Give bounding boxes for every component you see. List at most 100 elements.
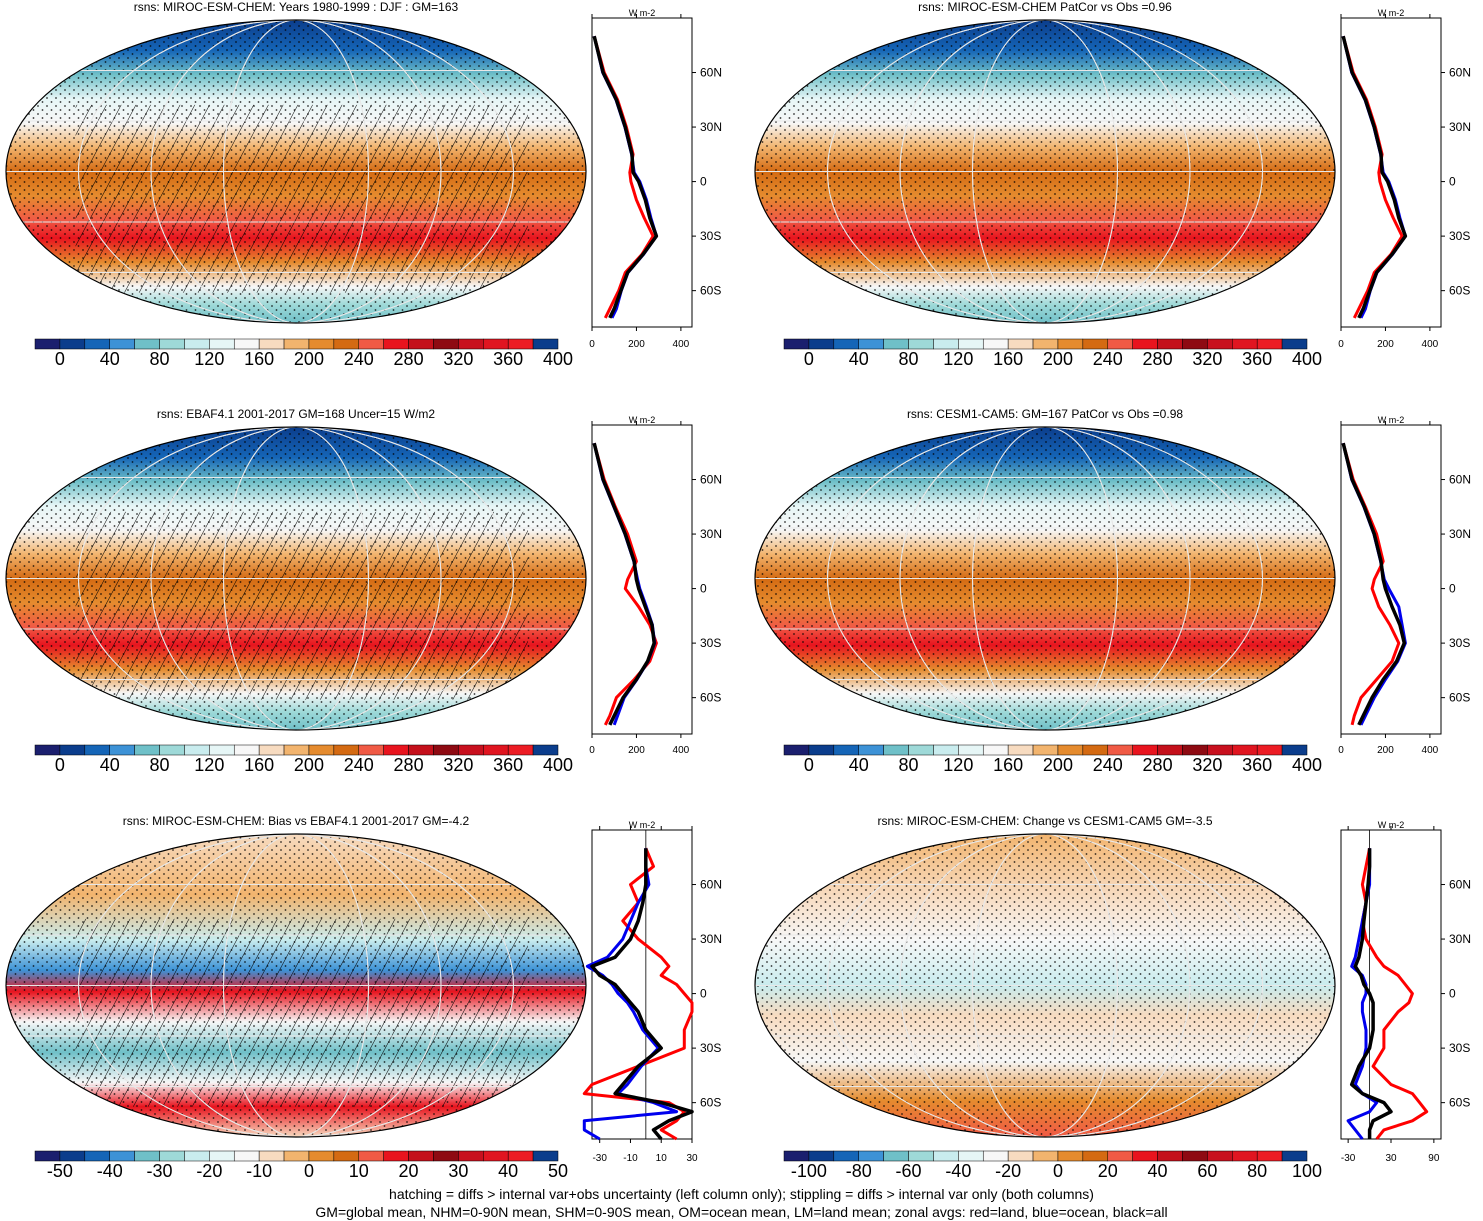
- map: [755, 427, 1335, 730]
- panel-3: rsns: EBAF4.1 2001-2017 GM=168 Uncer=15 …: [5, 407, 722, 775]
- colorbar-swatch: [1007, 1150, 1034, 1162]
- zonal-lat-tick-label: 60N: [700, 66, 722, 80]
- zonal-x-tick-label: 0: [1338, 745, 1344, 756]
- colorbar-swatch: [59, 744, 86, 756]
- zonal-lat-tick-label: 0: [700, 582, 707, 596]
- colorbar-swatch: [458, 744, 484, 756]
- colorbar-swatch: [933, 744, 959, 756]
- colorbar-swatch: [1032, 338, 1059, 350]
- zonal-x-tick-label: -10: [623, 1153, 638, 1164]
- colorbar-swatch: [908, 1150, 934, 1162]
- zonal-unit-label: W m-2: [629, 8, 656, 18]
- map-outline: [754, 426, 1336, 731]
- zonal-lat-tick-label: 60N: [1449, 878, 1471, 892]
- colorbar-swatch: [84, 1150, 110, 1162]
- colorbar-tick-label: 120: [943, 755, 973, 775]
- colorbar-tick-label: 40: [100, 755, 120, 775]
- colorbar-tick-label: 30: [448, 1161, 468, 1181]
- zonal-lat-tick-label: 60S: [1449, 1096, 1470, 1110]
- colorbar-swatch: [933, 1150, 959, 1162]
- colorbar-tick-label: 240: [1093, 349, 1123, 369]
- colorbar-swatch: [808, 1150, 835, 1162]
- zonal-x-tick-label: 90: [1428, 1153, 1440, 1164]
- colorbar-swatch: [184, 338, 210, 350]
- colorbar-tick-label: -80: [846, 1161, 872, 1181]
- colorbar-swatch: [883, 744, 909, 756]
- colorbar-swatch: [84, 744, 110, 756]
- colorbar-swatch: [433, 1150, 459, 1162]
- zonal-x-tick-label: 0: [1338, 339, 1344, 350]
- footer-line-1: hatching = diffs > internal var+obs unce…: [389, 1186, 1094, 1202]
- zonal-x-tick-label: 200: [1377, 745, 1394, 756]
- colorbar-swatch: [1057, 744, 1084, 756]
- zonal-lat-tick-label: 30S: [1449, 1041, 1470, 1055]
- colorbar-swatch: [1107, 744, 1133, 756]
- colorbar-swatch: [59, 338, 86, 350]
- colorbar-swatch: [1232, 338, 1258, 350]
- colorbar: 0 40 80 120 160 200 240 280 320 360 400: [34, 744, 573, 775]
- colorbar-tick-label: 240: [1093, 755, 1123, 775]
- colorbar-swatch: [783, 338, 810, 350]
- colorbar-swatch: [34, 338, 61, 350]
- colorbar-swatch: [109, 338, 135, 350]
- colorbar-tick-label: 280: [394, 755, 424, 775]
- colorbar-swatch: [958, 338, 984, 350]
- colorbar-swatch: [958, 744, 984, 756]
- colorbar-swatch: [258, 1150, 285, 1162]
- colorbar-tick-label: 240: [344, 349, 374, 369]
- colorbar-swatch: [383, 744, 409, 756]
- zonal-line-all: [592, 35, 659, 319]
- colorbar-swatch: [333, 1150, 360, 1162]
- zonal-mean-plot: W m-2 0 200 400 60N 30N 0 30S 60S: [589, 415, 722, 756]
- footer-line-2: GM=global mean, NHM=0-90N mean, SHM=0-90…: [315, 1204, 1168, 1220]
- zonal-x-tick-label: 30: [686, 1153, 698, 1164]
- colorbar-tick-label: -60: [896, 1161, 922, 1181]
- map-outline: [5, 19, 587, 324]
- colorbar-tick-label: 40: [849, 349, 869, 369]
- colorbar-swatch: [1182, 1150, 1208, 1162]
- colorbar-swatch: [209, 744, 235, 756]
- zonal-unit-label: W m-2: [629, 820, 656, 830]
- colorbar-swatch: [783, 744, 810, 756]
- colorbar-tick-label: 0: [804, 349, 814, 369]
- colorbar-tick-label: -50: [47, 1161, 73, 1181]
- colorbar-swatch: [258, 744, 285, 756]
- colorbar-tick-label: 320: [443, 755, 473, 775]
- colorbar-swatch: [134, 744, 160, 756]
- colorbar-swatch: [408, 338, 434, 350]
- colorbar-swatch: [209, 338, 235, 350]
- zonal-mean-plot: W m-2 -30 30 90 60N 30N 0 30S 60S: [1340, 820, 1471, 1164]
- colorbar-swatch: [783, 1150, 810, 1162]
- map-outline: [5, 833, 587, 1138]
- colorbar-tick-label: 200: [1043, 755, 1073, 775]
- colorbar-swatch: [134, 1150, 160, 1162]
- panel-6: rsns: MIROC-ESM-CHEM: Change vs CESM1-CA…: [754, 814, 1471, 1181]
- zonal-x-tick-label: 30: [1385, 1153, 1397, 1164]
- colorbar-tick-label: 360: [1242, 755, 1272, 775]
- colorbar-swatch: [333, 338, 360, 350]
- colorbar-swatch: [1232, 744, 1258, 756]
- colorbar-swatch: [908, 338, 934, 350]
- zonal-line-ocean: [582, 848, 679, 1141]
- colorbar-swatch: [1182, 744, 1208, 756]
- colorbar-swatch: [59, 1150, 86, 1162]
- colorbar-tick-label: 320: [443, 349, 473, 369]
- colorbar-tick-label: 160: [244, 755, 274, 775]
- colorbar-tick-label: 400: [1292, 349, 1322, 369]
- colorbar-swatch: [908, 744, 934, 756]
- colorbar-swatch: [982, 338, 1009, 350]
- zonal-x-tick-label: -30: [592, 1153, 607, 1164]
- colorbar-swatch: [483, 1150, 509, 1162]
- zonal-lat-tick-label: 30N: [1449, 932, 1471, 946]
- panel-1: rsns: MIROC-ESM-CHEM: Years 1980-1999 : …: [5, 0, 722, 369]
- map-outline: [754, 19, 1336, 324]
- colorbar-tick-label: 360: [493, 755, 523, 775]
- colorbar-swatch: [1032, 1150, 1059, 1162]
- zonal-lat-tick-label: 60N: [700, 473, 722, 487]
- colorbar-tick-label: 360: [1242, 349, 1272, 369]
- colorbar-swatch: [258, 338, 285, 350]
- colorbar-swatch: [184, 1150, 210, 1162]
- zonal-mean-plot: W m-2 -30 -10 10 30 60N 30N 0 30S 60S: [582, 820, 722, 1164]
- colorbar-swatch: [433, 744, 459, 756]
- colorbar-swatch: [1256, 1150, 1283, 1162]
